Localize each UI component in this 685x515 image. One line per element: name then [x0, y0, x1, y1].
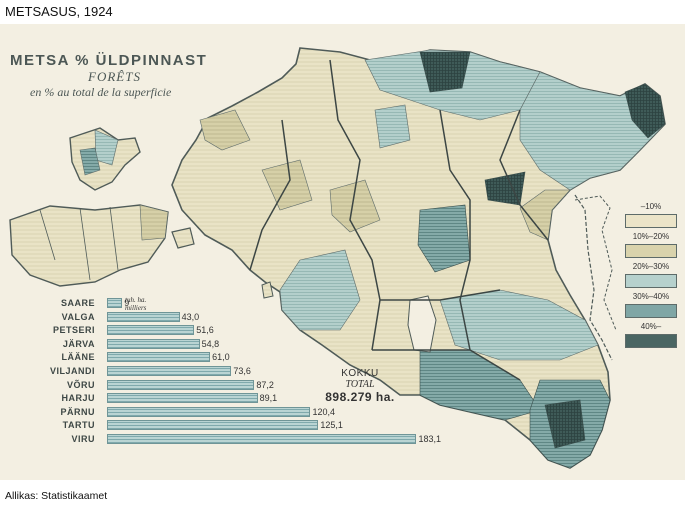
bar-county-label: VIRU	[71, 434, 95, 444]
bar-value-label: 54,8	[201, 338, 220, 349]
bar-value-label: 89,1	[259, 393, 278, 404]
muhu-island	[171, 227, 195, 249]
legend-swatch	[625, 214, 677, 228]
legend-label: 30%–40%	[632, 292, 670, 301]
page-title: METSASUS, 1924	[5, 4, 113, 19]
bar	[107, 406, 311, 417]
bar-value-label: 61,0	[212, 352, 230, 363]
unit-label: tuh. ha. milliers	[125, 296, 146, 312]
total-label-et: KOKKU	[341, 368, 379, 379]
bar	[107, 379, 255, 390]
bar-value-label: 87,2	[256, 379, 274, 390]
bar-county-label: VALGA	[61, 311, 95, 322]
bar	[107, 420, 319, 431]
bar-county-label: SAARE	[60, 298, 95, 308]
bar-value-label: 43,0	[181, 311, 200, 322]
bar-county-label: VILJANDI	[49, 366, 95, 376]
bar-value-label: 51,6	[196, 325, 214, 336]
legend-label: 10%–20%	[632, 232, 670, 241]
bar	[107, 352, 211, 363]
east-border-line	[574, 195, 617, 331]
bar	[107, 366, 232, 376]
bar-county-label: JÄRVA	[62, 338, 95, 349]
bar-county-label: PETSERI	[52, 325, 95, 336]
bar-county-label: LÄÄNE	[61, 352, 95, 363]
map-title: METSA % ÜLDPINNAST	[10, 52, 208, 69]
bar	[107, 434, 417, 444]
bar	[107, 298, 123, 308]
bar	[107, 393, 258, 404]
saaremaa-island	[9, 204, 169, 287]
unit-line-1: tuh. ha.	[125, 296, 147, 304]
kihnu-island	[261, 281, 274, 299]
bar-county-label: VÕRU	[66, 379, 95, 390]
legend-label: 20%–30%	[632, 262, 670, 271]
legend-swatch	[625, 334, 677, 348]
total-value: 898.279 ha.	[325, 390, 395, 404]
legend-swatch	[625, 244, 677, 258]
total-label-fr: TOTAL	[345, 379, 375, 390]
legend-swatch	[625, 274, 677, 288]
bar-value-label: 9	[124, 298, 130, 308]
map-subtitle-fr-2: en % au total de la superficie	[30, 85, 172, 99]
total-block: KOKKU TOTAL 898.279 ha.	[300, 368, 420, 404]
bar-value-label: 120,4	[312, 406, 335, 417]
legend-label: 40%–	[640, 322, 662, 331]
source-note: Allikas: Statistikaamet	[5, 490, 108, 502]
bar-value-label: 125,1	[320, 420, 343, 431]
bar-county-label: HARJU	[61, 393, 95, 404]
bar-value-label: 183,1	[418, 434, 441, 444]
map-subtitle-fr: FORÊTS	[88, 69, 141, 84]
bar-county-label: TARTU	[62, 420, 95, 431]
bar	[107, 325, 195, 336]
bar-county-label: PÄRNU	[60, 406, 95, 417]
bar	[107, 338, 200, 349]
unit-line-2: milliers	[125, 304, 147, 312]
mainland	[171, 47, 666, 469]
bar-value-label: 73,6	[233, 366, 251, 376]
bar	[107, 311, 180, 322]
legend-swatch	[625, 304, 677, 318]
hiiumaa-island	[69, 127, 141, 191]
legend-label: –10%	[640, 202, 662, 211]
